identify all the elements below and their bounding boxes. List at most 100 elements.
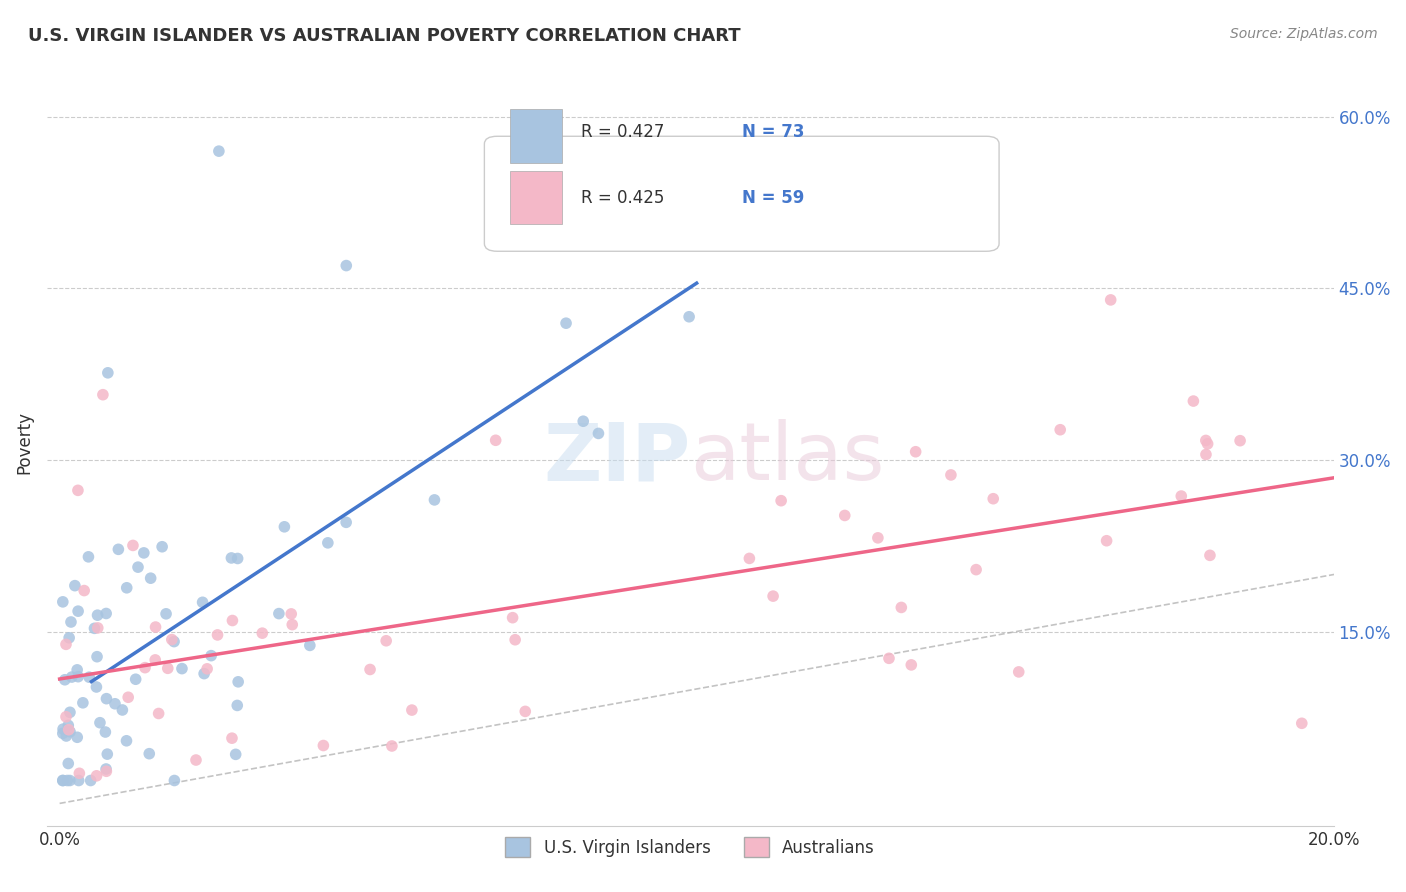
Point bbox=[981, 491, 1004, 506]
Point bbox=[1095, 533, 1118, 548]
FancyBboxPatch shape bbox=[485, 136, 1000, 252]
Point bbox=[86, 769, 108, 783]
Point bbox=[191, 595, 214, 609]
Point bbox=[58, 718, 80, 732]
Legend: U.S. Virgin Islanders, Australians: U.S. Virgin Islanders, Australians bbox=[499, 830, 882, 864]
Point bbox=[770, 493, 793, 508]
Point bbox=[73, 583, 96, 598]
Point bbox=[58, 756, 80, 771]
Point bbox=[316, 536, 339, 550]
Point bbox=[86, 649, 108, 664]
Point bbox=[150, 540, 173, 554]
Point bbox=[139, 571, 162, 585]
Point bbox=[66, 663, 89, 677]
Point bbox=[738, 551, 761, 566]
Point bbox=[58, 631, 80, 645]
Point bbox=[1049, 423, 1071, 437]
Point bbox=[195, 662, 218, 676]
Point bbox=[423, 492, 446, 507]
Point bbox=[572, 414, 595, 428]
Point bbox=[86, 608, 108, 623]
Point bbox=[900, 657, 922, 672]
Bar bbox=[510, 110, 561, 163]
Point bbox=[939, 467, 962, 482]
Point bbox=[55, 710, 77, 724]
Point bbox=[877, 651, 900, 665]
Point bbox=[225, 747, 247, 762]
Point bbox=[72, 696, 94, 710]
Text: atlas: atlas bbox=[690, 419, 884, 497]
Point bbox=[226, 698, 249, 713]
Point bbox=[148, 706, 170, 721]
Point bbox=[67, 604, 90, 618]
Point bbox=[1197, 437, 1219, 451]
Point bbox=[117, 690, 139, 705]
Point bbox=[1195, 434, 1218, 448]
Point bbox=[67, 773, 90, 788]
Point bbox=[1170, 489, 1192, 503]
Point bbox=[641, 204, 664, 219]
Point bbox=[86, 680, 108, 694]
Point bbox=[56, 773, 79, 788]
Point bbox=[67, 766, 90, 780]
Point bbox=[87, 621, 110, 635]
Point bbox=[156, 661, 179, 675]
Point bbox=[59, 773, 82, 788]
Point bbox=[115, 581, 138, 595]
Point bbox=[52, 595, 75, 609]
Point bbox=[77, 670, 100, 684]
Point bbox=[503, 632, 526, 647]
Point bbox=[163, 773, 186, 788]
Point bbox=[138, 747, 160, 761]
Point bbox=[335, 516, 357, 530]
Point bbox=[208, 144, 231, 158]
Point bbox=[221, 731, 243, 746]
Point bbox=[97, 366, 120, 380]
Point bbox=[53, 673, 76, 687]
Point bbox=[55, 729, 77, 743]
Point bbox=[252, 626, 274, 640]
Point bbox=[1199, 549, 1222, 563]
Point bbox=[866, 531, 889, 545]
Point bbox=[502, 610, 524, 624]
Point bbox=[94, 607, 117, 621]
Y-axis label: Poverty: Poverty bbox=[15, 411, 32, 475]
Point bbox=[132, 546, 155, 560]
Point bbox=[281, 617, 304, 632]
Point bbox=[1008, 665, 1031, 679]
Point bbox=[1229, 434, 1251, 448]
Point bbox=[381, 739, 404, 753]
Point bbox=[163, 634, 186, 648]
Point bbox=[60, 670, 83, 684]
Point bbox=[94, 762, 117, 776]
Point bbox=[280, 607, 302, 621]
Point bbox=[1182, 394, 1205, 409]
Point bbox=[58, 723, 80, 737]
Point bbox=[55, 637, 77, 651]
Point bbox=[170, 662, 193, 676]
Point bbox=[66, 483, 89, 498]
Point bbox=[965, 563, 987, 577]
Text: N = 73: N = 73 bbox=[742, 123, 804, 142]
Point bbox=[52, 726, 75, 740]
Point bbox=[96, 764, 118, 779]
Point bbox=[200, 648, 222, 663]
Point bbox=[834, 508, 856, 523]
Point bbox=[904, 444, 927, 458]
Point bbox=[145, 620, 167, 634]
Point bbox=[555, 316, 578, 330]
Point bbox=[273, 520, 295, 534]
Point bbox=[79, 773, 101, 788]
Point bbox=[59, 724, 82, 739]
Text: ZIP: ZIP bbox=[543, 419, 690, 497]
Text: Source: ZipAtlas.com: Source: ZipAtlas.com bbox=[1230, 27, 1378, 41]
Point bbox=[515, 705, 537, 719]
Point bbox=[359, 663, 381, 677]
Point bbox=[52, 773, 75, 788]
Point bbox=[77, 549, 100, 564]
Point bbox=[94, 725, 117, 739]
Point bbox=[143, 653, 166, 667]
Point bbox=[134, 660, 156, 674]
Point bbox=[762, 589, 785, 603]
Point bbox=[89, 715, 111, 730]
